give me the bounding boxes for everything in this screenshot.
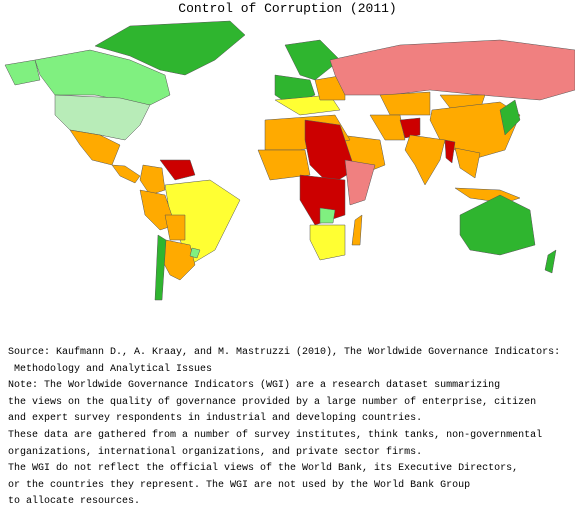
- note-line: the views on the quality of governance p…: [8, 396, 537, 408]
- central-america: [111, 164, 141, 184]
- notes: Source: Kaufmann D., A. Kraay, and M. Ma…: [8, 345, 560, 511]
- russia: [329, 39, 575, 101]
- madagascar: [351, 214, 363, 246]
- note-line: Note: The Worldwide Governance Indicator…: [8, 380, 501, 392]
- uruguay: [189, 247, 201, 259]
- map-title: Control of Corruption (2011): [178, 1, 397, 16]
- scandinavia: [284, 39, 341, 81]
- usa: [54, 94, 151, 141]
- horn-of-africa: [344, 159, 376, 206]
- afghanistan: [399, 117, 421, 139]
- iran: [369, 114, 406, 141]
- greenland: [94, 20, 246, 76]
- note-line: Source: Kaufmann D., A. Kraay, and M. Ma…: [8, 347, 561, 358]
- new-zealand: [544, 249, 557, 274]
- note-line: to allocate resources.: [8, 496, 141, 508]
- india: [404, 134, 446, 186]
- argentina: [161, 239, 196, 281]
- chile: [154, 234, 167, 301]
- note-line: or the countries they represent. The WGI…: [8, 479, 471, 491]
- note-line: The WGI do not reflect the official view…: [8, 463, 519, 475]
- bolivia: [164, 214, 186, 241]
- botswana: [319, 207, 336, 224]
- japan: [499, 99, 521, 136]
- venezuela: [159, 159, 196, 181]
- note-line: and expert survey respondents in industr…: [8, 413, 423, 425]
- myanmar: [444, 139, 456, 164]
- australia: [459, 194, 536, 256]
- world-map: [4, 20, 575, 301]
- note-line: Methodology and Analytical Issues: [8, 363, 213, 375]
- kazakhstan: [379, 91, 431, 116]
- west-africa: [257, 149, 311, 181]
- southeast-asia: [454, 147, 481, 179]
- eastern-europe: [314, 74, 346, 101]
- southern-africa: [309, 224, 346, 261]
- note-line: These data are gathered from a number of…: [8, 429, 543, 441]
- note-line: organizations, international organizatio…: [8, 446, 423, 458]
- colombia: [139, 164, 166, 196]
- alaska: [4, 59, 41, 86]
